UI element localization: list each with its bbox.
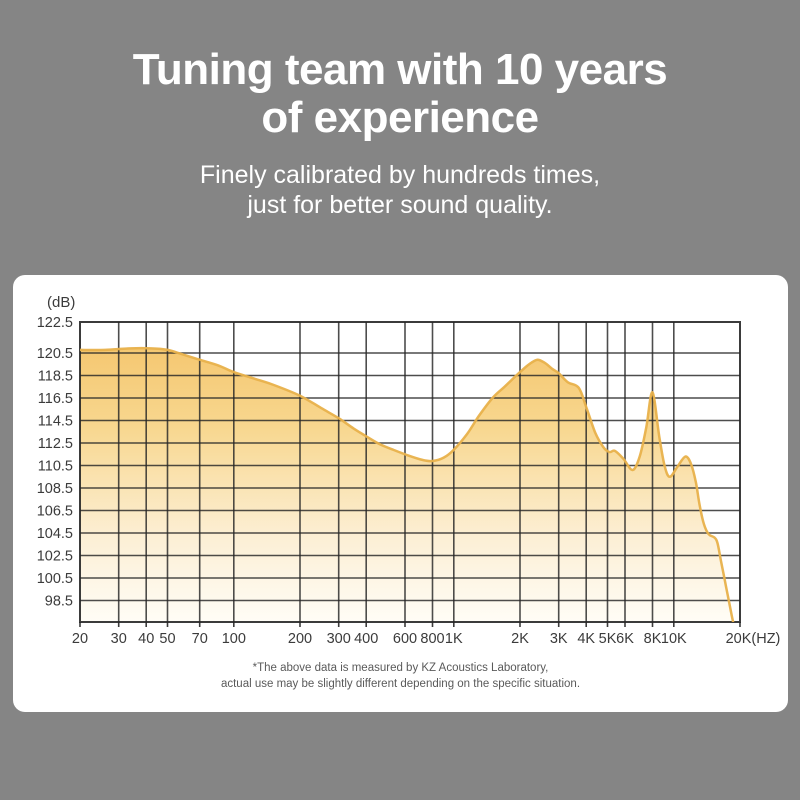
- x-tick-label: 70: [192, 631, 208, 647]
- y-tick-label: 114.5: [38, 414, 73, 430]
- header-section: Tuning team with 10 years of experience …: [0, 0, 800, 220]
- footnote-line1: *The above data is measured by KZ Acoust…: [252, 662, 549, 674]
- chart-area-fill: [80, 348, 734, 622]
- page-title-line1: Tuning team with 10 years: [132, 45, 668, 94]
- y-tick-label: 106.5: [37, 504, 73, 520]
- x-tick-label: 100: [222, 631, 246, 647]
- x-tick-label: 30: [111, 631, 127, 647]
- y-tick-label: 112.5: [38, 436, 73, 452]
- y-tick-label: 100.5: [37, 571, 73, 587]
- y-tick-label: 122.5: [37, 315, 73, 331]
- y-tick-label: 102.5: [37, 549, 73, 565]
- x-tick-label: 4K: [577, 631, 595, 647]
- x-tick-label: 3K: [550, 631, 568, 647]
- x-tick-label: 1K: [445, 631, 463, 647]
- x-tick-label: 400: [354, 631, 378, 647]
- x-tick-label: 6K: [616, 631, 634, 647]
- chart-footnote: *The above data is measured by KZ Acoust…: [13, 661, 788, 692]
- x-tick-label: 40: [138, 631, 154, 647]
- frequency-response-chart: (dB) 122.5 120.5 118.5 116.5 114.5 112.5 110.5 1…: [37, 294, 781, 647]
- x-tick-label: 8K: [644, 631, 662, 647]
- footnote-line2: actual use may be slightly different dep…: [220, 677, 581, 690]
- y-tick-label: 98.5: [45, 594, 73, 610]
- x-tick-label: 200: [288, 631, 312, 647]
- chart-panel: (dB) 122.5 120.5 118.5 116.5 114.5 112.5 110.5 1…: [13, 275, 788, 712]
- x-tick-label: 300: [327, 631, 351, 647]
- chart-curve: [80, 346, 735, 622]
- y-axis-unit-label: (dB): [47, 294, 75, 311]
- page-title: Tuning team with 10 years of experience: [0, 0, 800, 141]
- chart-axis-labels: (dB) 122.5 120.5 118.5 116.5 114.5 112.5 110.5 1…: [37, 294, 781, 647]
- page-subtitle: Finely calibrated by hundreds times, jus…: [0, 161, 800, 220]
- x-tick-label: 800: [420, 631, 444, 647]
- y-tick-label: 104.5: [37, 526, 73, 542]
- y-tick-label: 108.5: [37, 481, 73, 497]
- x-tick-label: 600: [393, 631, 417, 647]
- x-tick-label: 20K(HZ): [726, 631, 781, 647]
- x-tick-label: 10K: [661, 631, 687, 647]
- x-tick-label: 50: [159, 631, 175, 647]
- y-tick-label: 116.5: [38, 391, 73, 407]
- x-tick-label: 20: [72, 631, 88, 647]
- y-tick-label: 120.5: [37, 346, 73, 362]
- page-title-line2: of experience: [261, 92, 539, 142]
- x-tick-label: 5K: [599, 631, 617, 647]
- y-tick-label: 118.5: [38, 369, 73, 385]
- chart-gridlines: [79, 321, 741, 627]
- page-subtitle-line1: Finely calibrated by hundreds times,: [199, 161, 601, 190]
- x-tick-label: 2K: [511, 631, 529, 647]
- page-subtitle-line2: just for better sound quality.: [247, 190, 553, 219]
- y-tick-label: 110.5: [38, 459, 73, 475]
